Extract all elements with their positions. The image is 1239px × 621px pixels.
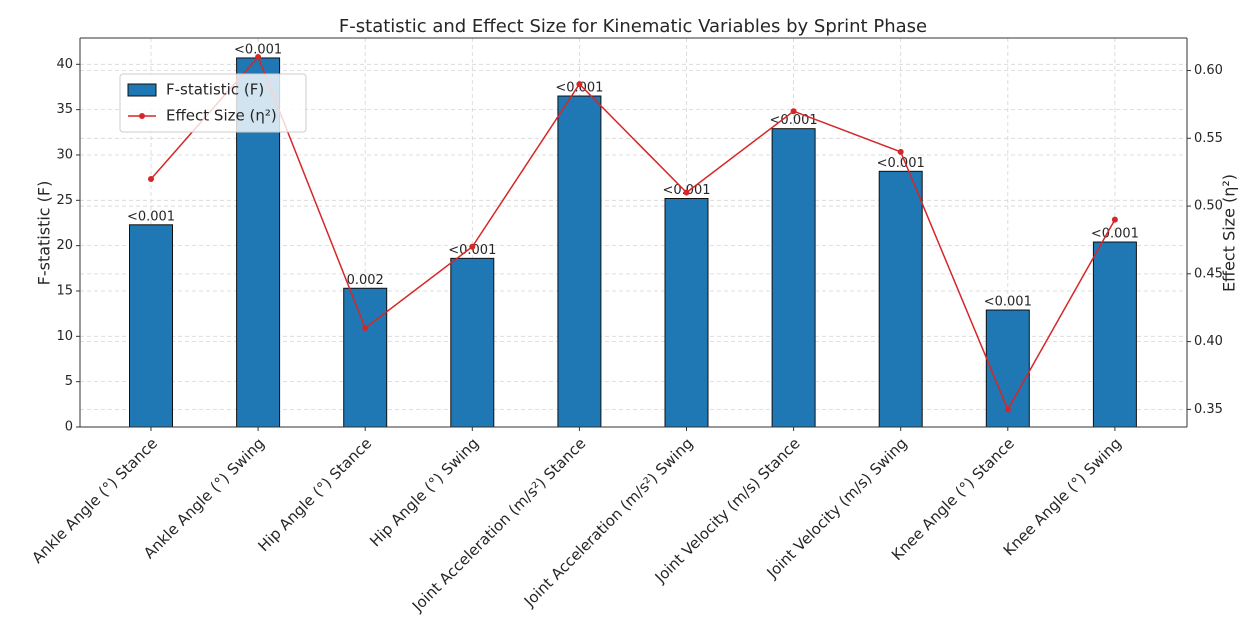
legend-swatch — [139, 113, 145, 119]
legend-swatch — [127, 83, 157, 97]
marker — [148, 175, 154, 182]
y-tick-label: 40 — [56, 57, 73, 72]
marker — [1111, 216, 1118, 223]
y-tick-label: 5 — [65, 374, 73, 389]
legend-label: F-statistic (F) — [166, 81, 264, 99]
bar — [878, 170, 923, 428]
y2-axis-label: Effect Size (η²) — [1220, 174, 1239, 292]
y-tick-label: 0 — [65, 420, 73, 435]
chart-title: F-statistic and Effect Size for Kinemati… — [339, 16, 927, 37]
x-tick-label: Joint Acceleration (m/s²) Swing — [520, 434, 697, 611]
bar — [985, 309, 1030, 428]
marker — [683, 189, 690, 196]
y2-tick-label: 0.40 — [1194, 334, 1223, 349]
x-tick-label: Joint Acceleration (m/s²) Stance — [408, 434, 589, 615]
y2-tick-label: 0.60 — [1194, 63, 1223, 78]
marker — [469, 243, 476, 250]
bar — [771, 128, 816, 428]
bar — [557, 95, 602, 428]
line — [150, 55, 1116, 412]
bar — [1092, 241, 1137, 428]
x-tick-label: Ankle Angle (°) Stance — [28, 434, 161, 567]
y2-tick-label: 0.35 — [1194, 402, 1223, 417]
annotation: <0.001 — [555, 81, 603, 96]
marker — [897, 148, 904, 155]
y-tick-label: 10 — [56, 329, 73, 344]
bar — [450, 257, 495, 428]
marker — [362, 325, 369, 332]
annotation: <0.001 — [448, 243, 496, 258]
y2-tick-label: 0.50 — [1194, 199, 1223, 214]
legend-box — [119, 73, 307, 133]
x-tick-label: Knee Angle (°) Stance — [888, 434, 1018, 564]
annotation: <0.001 — [770, 113, 818, 128]
x-tick-label: Hip Angle (°) Stance — [254, 434, 375, 555]
legend: F-statistic (F) Effect Size (η²) — [119, 73, 307, 133]
annotation: <0.001 — [877, 156, 925, 171]
marker — [1004, 406, 1011, 413]
y-tick-label: 30 — [56, 147, 73, 162]
annotation: <0.001 — [1091, 227, 1139, 242]
bar — [129, 224, 173, 428]
y-tick-label: 35 — [56, 102, 73, 117]
y-axis-label: F-statistic (F) — [35, 181, 54, 286]
x-tick-label: Knee Angle (°) Swing — [1000, 434, 1125, 559]
marker — [255, 53, 262, 60]
bar — [664, 197, 709, 428]
bar — [343, 287, 388, 428]
y-tick-label: 15 — [56, 283, 73, 298]
y-tick-label: 20 — [56, 238, 73, 253]
annotation: 0.002 — [347, 273, 384, 288]
y2-tick-label: 0.45 — [1194, 266, 1223, 281]
annotation: <0.001 — [984, 295, 1032, 310]
y2-tick-label: 0.55 — [1194, 131, 1223, 146]
y-tick-label: 25 — [56, 193, 73, 208]
annotation: <0.001 — [234, 42, 282, 57]
annotation: <0.001 — [127, 209, 175, 224]
x-tick-label: Ankle Angle (°) Swing — [140, 434, 268, 562]
marker — [576, 81, 583, 88]
marker — [790, 108, 797, 115]
x-tick-label: Hip Angle (°) Swing — [366, 434, 482, 550]
legend-label: Effect Size (η²) — [166, 107, 277, 125]
